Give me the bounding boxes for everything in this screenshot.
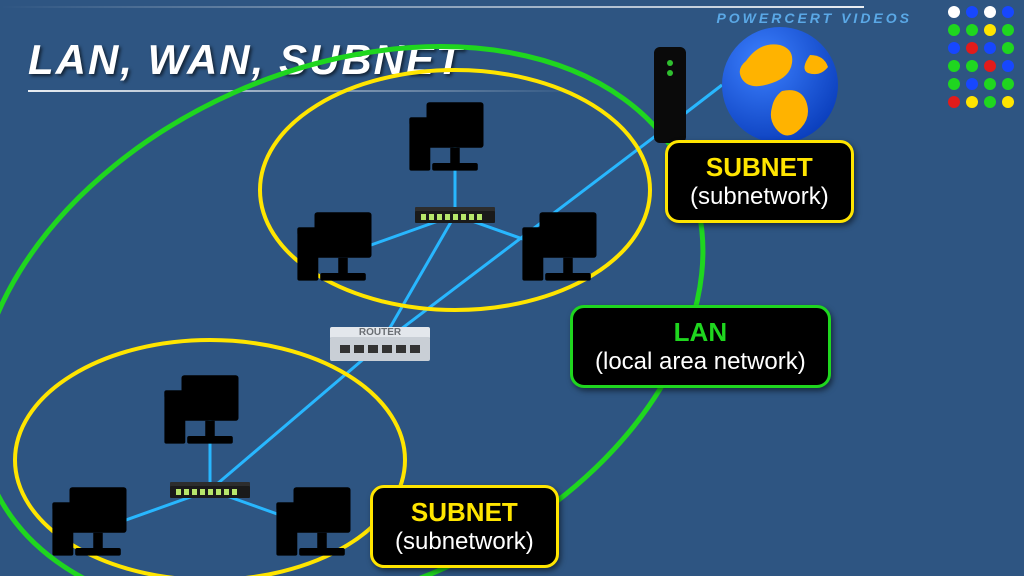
callout-title: SUBNET xyxy=(395,498,534,528)
callout-subnet_top: SUBNET(subnetwork) xyxy=(665,140,854,223)
pc-icon xyxy=(409,102,483,170)
router-label: ROUTER xyxy=(359,327,402,338)
callout-subtitle: (subnetwork) xyxy=(395,528,534,556)
callout-title: LAN xyxy=(595,318,806,348)
callout-subnet_bottom: SUBNET(subnetwork) xyxy=(370,485,559,568)
network-switch-icon xyxy=(415,207,495,223)
pc-icon xyxy=(522,212,596,280)
pc-icon xyxy=(52,487,126,555)
callout-subtitle: (subnetwork) xyxy=(690,183,829,211)
callout-lan: LAN(local area network) xyxy=(570,305,831,388)
network-link xyxy=(380,215,455,345)
callout-title: SUBNET xyxy=(690,153,829,183)
pc-icon xyxy=(276,487,350,555)
globe-icon xyxy=(722,27,838,143)
pc-icon xyxy=(164,375,238,443)
modem-icon xyxy=(654,47,686,143)
pc-icon xyxy=(297,212,371,280)
callout-subtitle: (local area network) xyxy=(595,348,806,376)
network-switch-icon xyxy=(170,482,250,498)
